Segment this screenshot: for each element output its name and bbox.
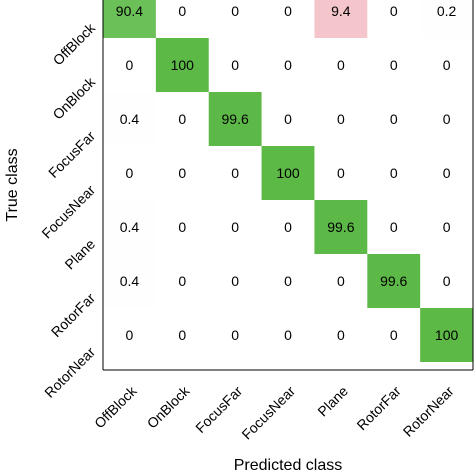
cell-value-label: 0 — [390, 3, 398, 19]
x-tick-label: FocusFar — [192, 383, 245, 436]
cell-value-label: 0 — [126, 327, 134, 343]
cell-value-label: 9.4 — [331, 3, 351, 19]
cell-value-label: 0.2 — [437, 3, 457, 19]
heatmap-cell — [314, 200, 368, 254]
cell-value-label: 0 — [178, 3, 186, 19]
x-tick-label: OnBlock — [144, 382, 193, 431]
x-tick-label: Plane — [314, 383, 351, 420]
heatmap-cell — [261, 146, 315, 200]
heatmap-cell — [314, 0, 368, 38]
cell-value-label: 0 — [337, 327, 345, 343]
cell-value-label: 0 — [284, 327, 292, 343]
heatmap-cells — [103, 0, 474, 362]
cell-value-label: 0 — [178, 219, 186, 235]
cell-value-label: 0 — [231, 219, 239, 235]
cell-value-label: 0 — [337, 111, 345, 127]
cell-value-label: 99.6 — [222, 111, 249, 127]
cell-value-label: 0 — [284, 3, 292, 19]
cell-value-label: 0 — [390, 111, 398, 127]
y-tick-label: Plane — [61, 236, 98, 273]
heatmap-cell — [155, 38, 209, 92]
y-tick-label: OnBlock — [49, 73, 98, 122]
x-tick-label: RotorFar — [353, 383, 404, 434]
cell-value-label: 99.6 — [380, 273, 407, 289]
heatmap-cell-labels: 90.4 0 0 0 9.4 0 0.2 0 100 0 0 0 0 0 0.4 0 99.6 0 0 0 0 0 0 0 10… — [116, 3, 459, 343]
x-axis-title: Predicted class — [234, 457, 343, 474]
cell-value-label: 0.4 — [120, 111, 140, 127]
heatmap-cell — [103, 0, 156, 38]
cell-value-label: 0 — [231, 273, 239, 289]
cell-value-label: 100 — [171, 57, 195, 73]
plot-frame — [102, 0, 474, 371]
y-tick-label: FocusNear — [38, 182, 98, 242]
cell-value-label: 0 — [126, 165, 134, 181]
cell-value-label: 0 — [337, 57, 345, 73]
cell-value-label: 0 — [178, 111, 186, 127]
cell-value-label: 0.4 — [120, 273, 140, 289]
heatmap-cell — [420, 0, 474, 38]
y-tick-label: FocusFar — [45, 128, 98, 181]
y-axis-title: True class — [4, 148, 21, 221]
cell-value-label: 0 — [284, 273, 292, 289]
cell-value-label: 0 — [231, 3, 239, 19]
cell-value-label: 0 — [178, 165, 186, 181]
x-tick-label: RotorNear — [400, 383, 457, 440]
cell-value-label: 0 — [178, 273, 186, 289]
heatmap-cell — [420, 308, 474, 362]
y-tick-label: OffBlock — [50, 19, 99, 68]
cell-value-label: 0 — [443, 273, 451, 289]
cell-value-label: 100 — [435, 327, 459, 343]
x-tick-label: FocusNear — [238, 383, 298, 443]
heatmap-cell — [208, 92, 262, 146]
cell-value-label: 90.4 — [116, 3, 143, 19]
cell-value-label: 0 — [443, 165, 451, 181]
cell-value-label: 0 — [284, 219, 292, 235]
cell-value-label: 0 — [284, 57, 292, 73]
cell-value-label: 0 — [231, 165, 239, 181]
y-tick-label: RotorFar — [48, 290, 99, 341]
cell-value-label: 0 — [178, 327, 186, 343]
cell-value-label: 0 — [284, 111, 292, 127]
cell-value-label: 0 — [231, 327, 239, 343]
cell-value-label: 0 — [390, 327, 398, 343]
cell-value-label: 0 — [231, 57, 239, 73]
heatmap-cell — [367, 254, 421, 308]
heatmap-cell — [103, 254, 156, 308]
cell-value-label: 0 — [337, 273, 345, 289]
cell-value-label: 0 — [443, 111, 451, 127]
cell-value-label: 0 — [390, 219, 398, 235]
cell-value-label: 100 — [276, 165, 300, 181]
x-tick-label: OffBlock — [91, 382, 140, 431]
cell-value-label: 0 — [390, 165, 398, 181]
y-tick-label: RotorNear — [41, 344, 98, 401]
heatmap-cell — [103, 200, 156, 254]
cell-value-label: 0 — [126, 57, 134, 73]
cell-value-label: 0.4 — [120, 219, 140, 235]
cell-value-label: 0 — [443, 57, 451, 73]
cell-value-label: 99.6 — [327, 219, 354, 235]
cell-value-label: 0 — [443, 219, 451, 235]
cell-value-label: 0 — [390, 57, 398, 73]
cell-value-label: 0 — [337, 165, 345, 181]
heatmap-cell — [103, 92, 156, 146]
